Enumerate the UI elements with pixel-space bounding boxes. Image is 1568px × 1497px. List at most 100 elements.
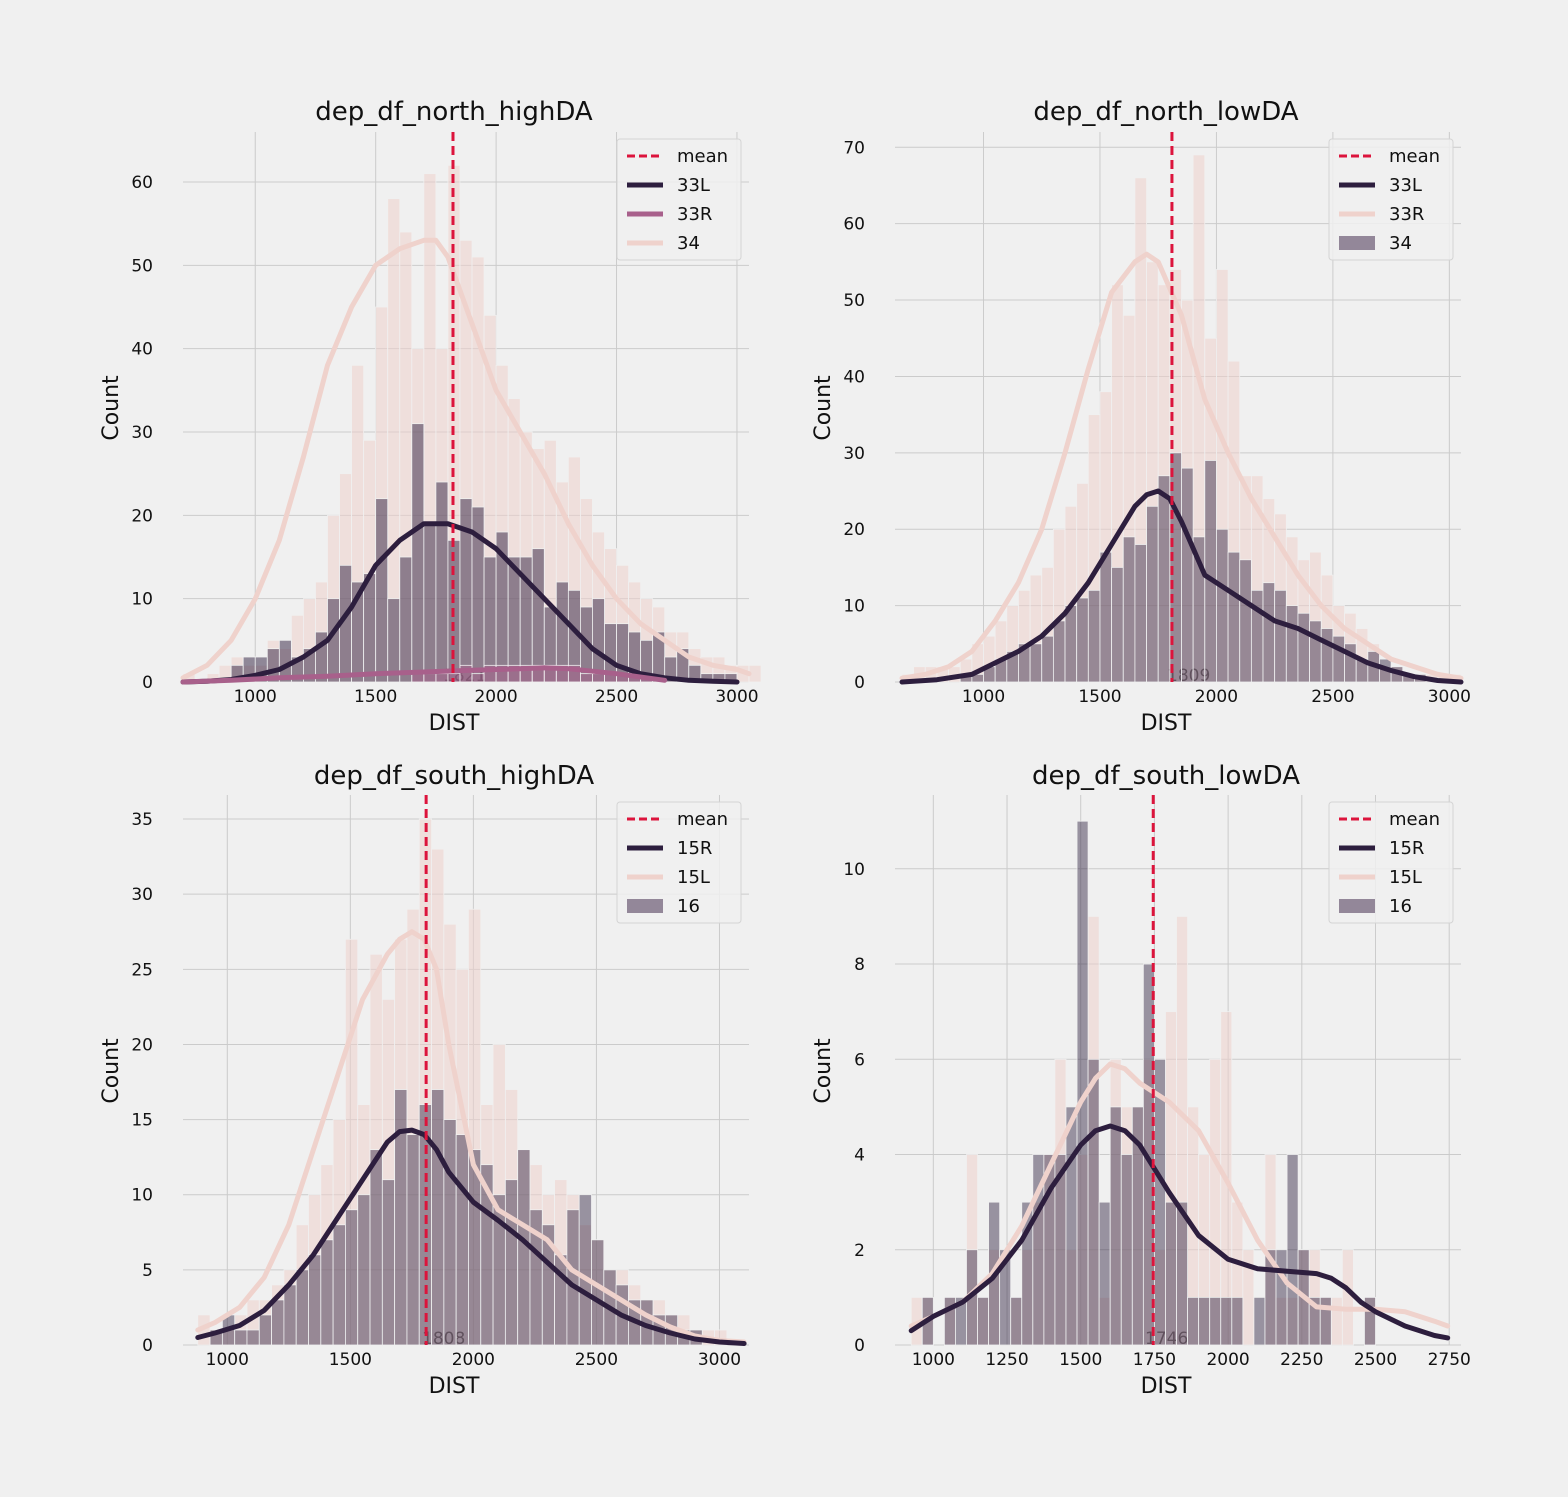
kde-line [180, 237, 752, 681]
x-axis-label: DIST [429, 711, 480, 736]
histogram-bar [423, 673, 437, 683]
x-axis-label: DIST [1141, 711, 1192, 736]
histogram-bar [483, 556, 497, 683]
y-tick-label: 10 [131, 590, 153, 610]
x-tick-label: 2500 [575, 1350, 618, 1370]
histogram-bar [1120, 1154, 1133, 1346]
histogram-bar [1332, 635, 1345, 683]
histogram-bar [1099, 551, 1113, 683]
histogram-bar [566, 1209, 580, 1346]
histogram-bar [399, 556, 413, 683]
histogram-bar [977, 1296, 989, 1346]
histogram-bar [1134, 544, 1147, 683]
legend-label: mean [677, 809, 728, 830]
histogram-bar [443, 1119, 457, 1346]
histogram-bar [1165, 1201, 1177, 1346]
y-tick-label: 8 [854, 955, 865, 975]
y-tick-label: 10 [843, 597, 865, 617]
histogram-bar [1087, 589, 1101, 683]
x-tick-label: 2750 [1428, 1350, 1471, 1370]
chart-title: dep_df_south_lowDA [1032, 761, 1300, 791]
kde-line [899, 488, 1464, 685]
histogram-bar [394, 1089, 408, 1346]
legend-box [1328, 138, 1454, 261]
x-tick-label: 1750 [1133, 1350, 1176, 1370]
histogram-bar [1181, 467, 1194, 683]
y-axis-label: Count [811, 375, 836, 441]
histogram-bar [411, 673, 425, 683]
x-axis-label: DIST [429, 1374, 480, 1399]
y-tick-label: 10 [843, 860, 865, 880]
histogram-bar [1330, 1296, 1343, 1346]
histogram-bar [1122, 536, 1136, 683]
histogram-bar [381, 1179, 396, 1346]
legend-label: mean [677, 146, 728, 167]
x-tick-label: 3000 [1428, 687, 1471, 707]
histogram-bar [1231, 1296, 1244, 1346]
kde-line [899, 251, 1464, 681]
histogram-bar [1364, 1296, 1376, 1346]
legend: mean 15R 15L 16 [1328, 801, 1454, 924]
legend-label: 15L [677, 867, 710, 888]
x-tick-label: 2000 [1206, 1350, 1249, 1370]
legend: mean 15R 15L 16 [616, 801, 742, 924]
y-tick-label: 30 [843, 444, 865, 464]
histogram-bar [1064, 605, 1078, 683]
y-tick-label: 35 [131, 810, 153, 830]
x-tick-label: 1000 [234, 687, 277, 707]
x-tick-label: 2000 [452, 1350, 495, 1370]
y-tick-label: 30 [131, 423, 153, 443]
x-tick-label: 1500 [1078, 687, 1121, 707]
histogram-bar [375, 498, 389, 683]
histogram-bar [308, 1254, 322, 1346]
histogram-bar [459, 664, 473, 683]
kde-line [908, 1123, 1451, 1341]
plot-area: 0 10 20 30 40 50 60 70 1000 1500 2000 2500 3000 mean 3… [843, 132, 1471, 707]
kde-line [180, 665, 668, 685]
y-tick-label: 4 [854, 1146, 865, 1166]
y-tick-label: 0 [142, 1336, 153, 1356]
histogram-bar [471, 673, 485, 683]
legend-label: mean [1389, 146, 1440, 167]
histogram-bar [592, 673, 605, 683]
y-tick-label: 20 [843, 520, 865, 540]
histogram-bar [363, 573, 377, 683]
y-tick-label: 50 [131, 256, 153, 276]
histogram-bar [1220, 1296, 1233, 1346]
histogram-bar [1239, 559, 1252, 683]
histogram-bar [295, 1269, 309, 1346]
histogram-bar [423, 523, 437, 683]
legend-swatch [1339, 236, 1375, 250]
histogram-bar [1285, 605, 1299, 683]
histogram-bar [271, 1299, 285, 1346]
y-tick-label: 0 [142, 673, 153, 693]
x-tick-label: 1500 [329, 1350, 372, 1370]
y-tick-label: 40 [843, 367, 865, 387]
histogram-bar [578, 1194, 592, 1346]
histogram-bar [1098, 1201, 1111, 1346]
panel-south-lowda: dep_df_south_lowDA DIST Count 1746 02468… [811, 761, 1471, 1399]
histogram-bar [387, 598, 401, 683]
y-tick-label: 5 [142, 1261, 153, 1281]
x-tick-label: 3000 [698, 1350, 741, 1370]
x-tick-label: 2000 [1195, 687, 1238, 707]
y-tick-label: 30 [131, 885, 153, 905]
histogram-bar [431, 1089, 445, 1346]
y-tick-label: 6 [854, 1050, 865, 1070]
y-tick-label: 10 [131, 1186, 153, 1206]
histogram-bar [1262, 582, 1276, 683]
histogram-bar [1275, 1249, 1288, 1346]
histogram-bar [1010, 1296, 1023, 1346]
y-tick-label: 20 [131, 506, 153, 526]
histogram-bar [1111, 567, 1124, 683]
histogram-bar [1198, 1296, 1211, 1346]
histogram-bar [246, 1329, 260, 1346]
x-tick-label: 1500 [354, 687, 397, 707]
x-tick-label: 1500 [1059, 1350, 1102, 1370]
kde-line [195, 1127, 747, 1346]
histogram-bar [1204, 460, 1217, 683]
y-tick-label: 2 [854, 1241, 865, 1261]
legend-swatch [1339, 899, 1375, 913]
plot-area: 0 2 4 6 8 10 1000 1250 1500 1750 2000 2250 2500 2750 m… [843, 795, 1471, 1370]
